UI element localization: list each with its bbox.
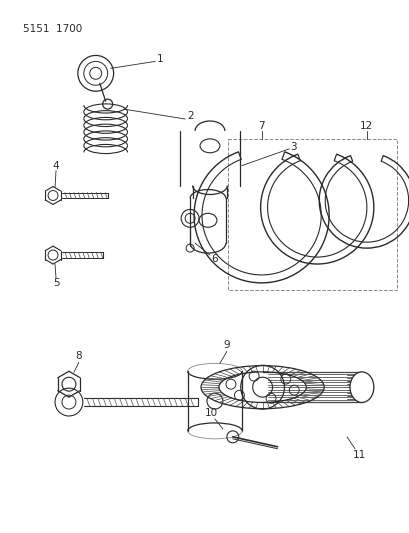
Text: 2: 2 — [187, 111, 193, 121]
Text: 10: 10 — [204, 408, 217, 418]
Text: 8: 8 — [75, 351, 82, 361]
Text: 12: 12 — [360, 121, 373, 131]
Ellipse shape — [349, 372, 373, 402]
Text: 9: 9 — [223, 341, 229, 351]
Text: 3: 3 — [290, 142, 296, 152]
Text: 7: 7 — [258, 121, 264, 131]
Bar — [227, 139, 396, 290]
Text: 4: 4 — [53, 160, 59, 171]
Text: 5151  1700: 5151 1700 — [23, 23, 82, 34]
Text: 5: 5 — [53, 278, 59, 288]
Text: 1: 1 — [157, 54, 163, 64]
Text: 11: 11 — [351, 450, 365, 460]
Text: 6: 6 — [211, 254, 218, 264]
